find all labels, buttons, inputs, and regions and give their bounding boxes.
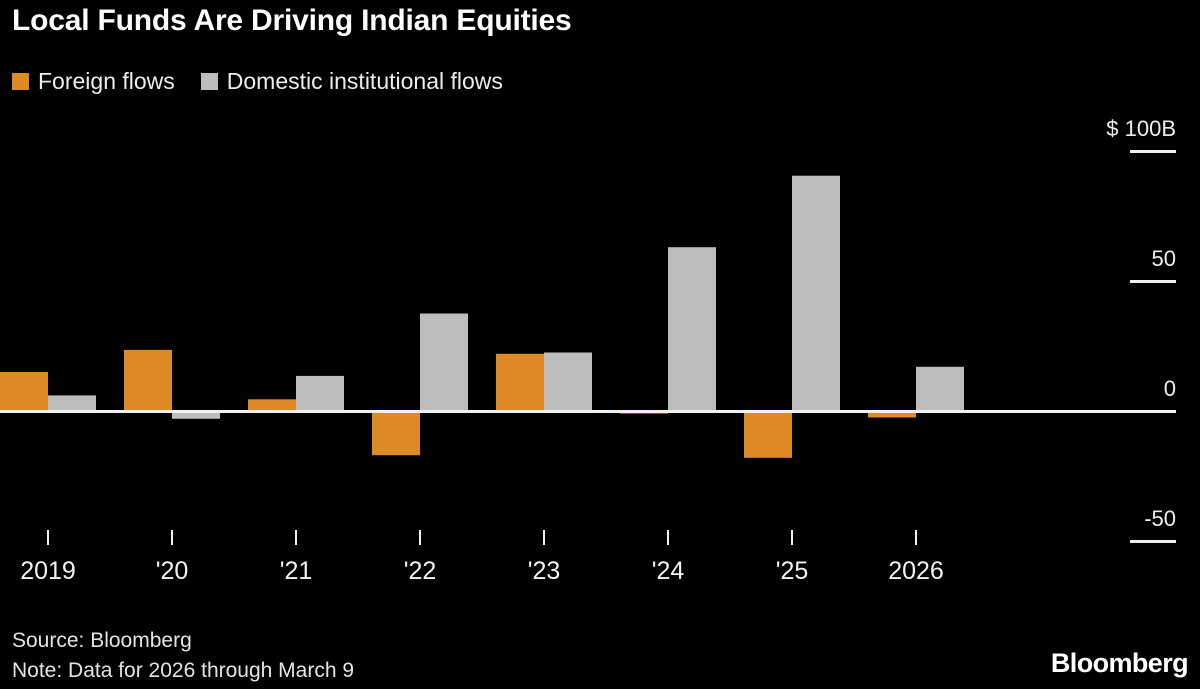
chart-footer: Source: Bloomberg Note: Data for 2026 th… xyxy=(12,626,354,686)
x-tick-mark xyxy=(543,530,545,545)
y-tick-mark xyxy=(1130,150,1176,153)
x-tick-mark xyxy=(667,530,669,545)
bar-2024-domestic[interactable] xyxy=(668,247,716,411)
y-axis-tick-marks xyxy=(1130,150,1176,543)
bar-2023-domestic[interactable] xyxy=(544,352,592,412)
x-tick-mark xyxy=(419,530,421,545)
square-swatch-icon xyxy=(200,73,218,90)
bar-2021-foreign[interactable] xyxy=(248,399,296,411)
chart-legend: Foreign flows Domestic institutional flo… xyxy=(12,70,503,93)
x-axis-tick-label: 2026 xyxy=(888,557,944,585)
bar-2019-domestic[interactable] xyxy=(48,395,96,411)
bar-2020-domestic[interactable] xyxy=(172,411,220,419)
x-axis-tick-label: '25 xyxy=(775,557,809,585)
bar-2022-domestic[interactable] xyxy=(420,313,468,412)
bar-2023-foreign[interactable] xyxy=(496,353,544,411)
x-axis-tick-label: '23 xyxy=(527,557,561,585)
square-swatch-icon xyxy=(12,73,29,90)
bar-2025-foreign[interactable] xyxy=(744,411,792,458)
bar-2026-foreign[interactable] xyxy=(868,411,916,418)
source-note: Source: Bloomberg xyxy=(12,629,192,652)
x-axis-tick-marks xyxy=(47,530,917,545)
bar-2022-foreign[interactable] xyxy=(372,411,420,456)
legend-item-foreign-flows[interactable]: Foreign flows xyxy=(12,70,175,93)
bar-2025-domestic[interactable] xyxy=(792,175,840,411)
bar-2019-foreign[interactable] xyxy=(0,372,48,411)
zero-line-layer xyxy=(0,410,1176,413)
x-tick-mark xyxy=(295,530,297,545)
bar-2020-foreign[interactable] xyxy=(124,349,172,411)
x-axis-tick-label: '24 xyxy=(651,557,685,585)
bar-2021-domestic[interactable] xyxy=(296,375,344,411)
x-tick-mark xyxy=(171,530,173,545)
y-tick-mark xyxy=(1130,280,1176,283)
legend-label-domestic-institutional-flows: Domestic institutional flows xyxy=(226,68,503,94)
x-tick-mark xyxy=(915,530,917,545)
y-tick-mark xyxy=(1130,540,1176,543)
page-title: Local Funds Are Driving Indian Equities xyxy=(12,4,572,37)
x-axis-tick-label: '21 xyxy=(279,557,313,585)
legend-label-foreign-flows: Foreign flows xyxy=(38,68,175,94)
bars-layer xyxy=(0,175,964,458)
data-note: Note: Data for 2026 through March 9 xyxy=(12,659,355,682)
x-tick-mark xyxy=(47,530,49,545)
legend-item-domestic-institutional-flows[interactable]: Domestic institutional flows xyxy=(200,68,503,94)
x-tick-mark xyxy=(791,530,793,545)
bar-2026-domestic[interactable] xyxy=(916,366,964,411)
zero-baseline xyxy=(0,410,1176,413)
x-axis-tick-label: '20 xyxy=(155,557,189,585)
x-axis-tick-label: 2019 xyxy=(20,557,76,585)
x-axis-tick-label: '22 xyxy=(403,557,437,585)
bloomberg-logo: Bloomberg xyxy=(1050,648,1189,678)
